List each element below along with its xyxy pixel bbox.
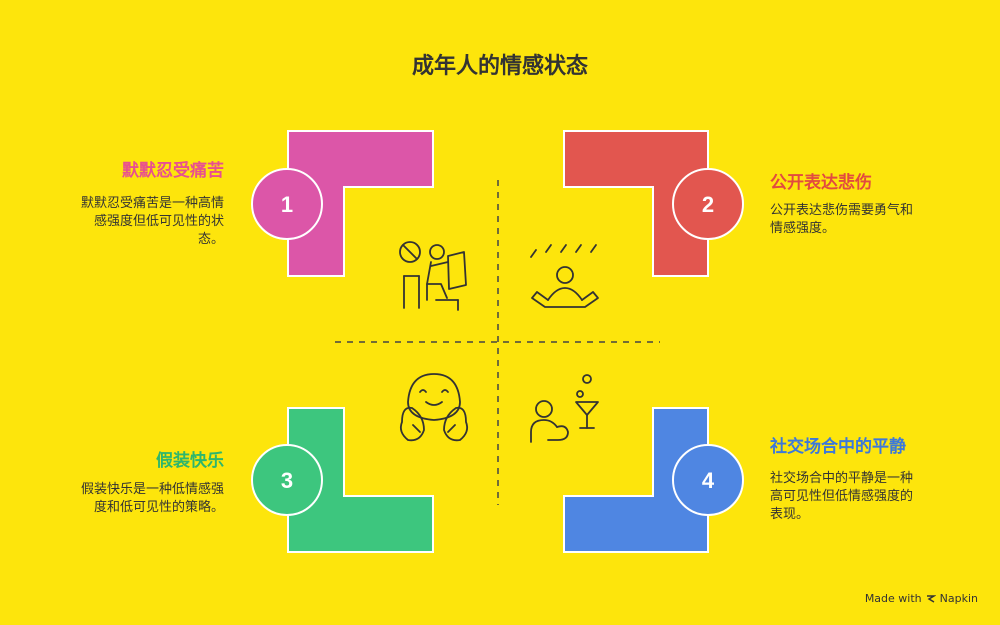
page-title: 成年人的情感状态 [411,54,588,79]
description-line: 感强度但低可见性的状 [93,214,224,229]
description-line: 度和低可见性的策略。 [93,500,224,515]
description-line: 情感强度。 [770,221,836,236]
napkin-watermark: Made with Napkin [865,592,978,605]
number-badge-2: 2 [672,168,744,240]
quadrant-2-heading: 公开表达悲伤 [770,173,872,193]
quadrant-2-shape [563,130,709,277]
quadrant-1-description: 默默忍受痛苦是一种高情 感强度但低可见性的状 态。 [54,195,224,249]
description-line: 高可见性但低情感强度的 [770,489,914,504]
number-4-text: 4 [702,468,715,493]
quadrant-3-description: 假装快乐是一种低情感强 度和低可见性的策略。 [44,481,224,517]
description-line: 社交场合中的平静是一种 [770,471,914,486]
napkin-brand-label: Napkin [939,592,978,605]
number-3-text: 3 [281,468,293,493]
description-line: 表现。 [770,507,810,522]
smiling-face-icon [399,373,469,442]
number-badge-4: 4 [672,444,744,516]
number-1-text: 1 [281,192,293,217]
description-line: 假装快乐是一种低情感强 [80,482,224,497]
number-badge-3: 3 [251,444,323,516]
person-in-rain-icon [530,244,599,308]
description-line: 态。 [197,232,224,247]
quadrant-1-shape [287,130,434,277]
quadrant-3-shape [287,407,434,553]
quadrant-3-heading: 假装快乐 [156,451,224,471]
quadrant-2-description: 公开表达悲伤需要勇气和 情感强度。 [770,202,950,238]
quadrant-1-heading: 默默忍受痛苦 [122,161,224,181]
napkin-logo-icon [926,594,936,603]
description-line: 默默忍受痛苦是一种高情 [80,196,224,211]
made-with-label: Made with [864,592,922,605]
number-2-text: 2 [702,192,714,217]
quadrant-4-description: 社交场合中的平静是一种 高可见性但低情感强度的 表现。 [770,470,950,524]
description-line: 公开表达悲伤需要勇气和 [770,203,914,218]
person-reading-icon [399,241,467,311]
quadrant-4-shape [563,407,709,553]
person-with-cocktail-icon [530,374,599,443]
number-badge-1: 1 [251,168,323,240]
quadrant-4-heading: 社交场合中的平静 [770,437,906,457]
